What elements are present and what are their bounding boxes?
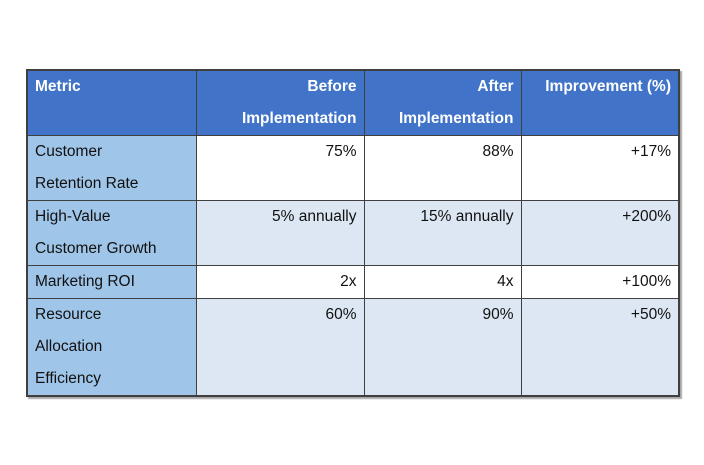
metric-cell: Resource Allocation Efficiency — [26, 298, 197, 397]
improvement-value-cell: +100% — [520, 265, 680, 299]
header-row: Metric Before Implementation After Imple… — [26, 69, 680, 136]
header-cell-metric: Metric — [26, 69, 197, 136]
metric-cell: Marketing ROI — [26, 265, 197, 299]
after-value-cell: 15% annually — [363, 200, 522, 266]
improvement-value-cell: +50% — [520, 298, 680, 397]
table-row-resource-allocation: Resource Allocation Efficiency 60% 90% +… — [26, 298, 680, 397]
header-cell-improvement: Improvement (%) — [520, 69, 680, 136]
after-value-cell: 88% — [363, 135, 522, 201]
table-row-high-value-growth: High-Value Customer Growth 5% annually 1… — [26, 200, 680, 266]
before-value-cell: 75% — [195, 135, 365, 201]
before-value-cell: 5% annually — [195, 200, 365, 266]
table-row-customer-retention: Customer Retention Rate 75% 88% +17% — [26, 135, 680, 201]
table-row-marketing-roi: Marketing ROI 2x 4x +100% — [26, 265, 680, 299]
metric-cell: High-Value Customer Growth — [26, 200, 197, 266]
header-cell-after-implementation: After Implementation — [363, 69, 522, 136]
header-cell-before-implementation: Before Implementation — [195, 69, 365, 136]
before-value-cell: 60% — [195, 298, 365, 397]
before-value-cell: 2x — [195, 265, 365, 299]
after-value-cell: 4x — [363, 265, 522, 299]
metrics-table: Metric Before Implementation After Imple… — [26, 69, 680, 397]
metric-cell: Customer Retention Rate — [26, 135, 197, 201]
improvement-value-cell: +200% — [520, 200, 680, 266]
improvement-value-cell: +17% — [520, 135, 680, 201]
after-value-cell: 90% — [363, 298, 522, 397]
